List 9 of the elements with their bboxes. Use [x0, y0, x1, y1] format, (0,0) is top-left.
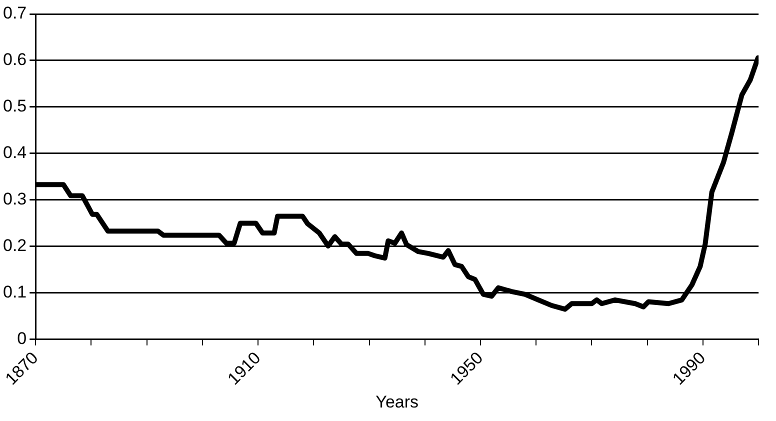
- y-tick-label: 0.4: [2, 143, 27, 162]
- y-tick-label: 0: [17, 329, 27, 348]
- y-tick-label: 0.3: [2, 190, 27, 209]
- y-tick-label: 0.7: [2, 4, 27, 23]
- y-tick-label: 0.6: [2, 50, 27, 70]
- y-tick-label: 0.1: [2, 282, 27, 302]
- y-tick-label: 0.2: [2, 236, 27, 256]
- x-axis-title: Years: [376, 392, 419, 412]
- y-tick-label: 0.5: [2, 96, 27, 116]
